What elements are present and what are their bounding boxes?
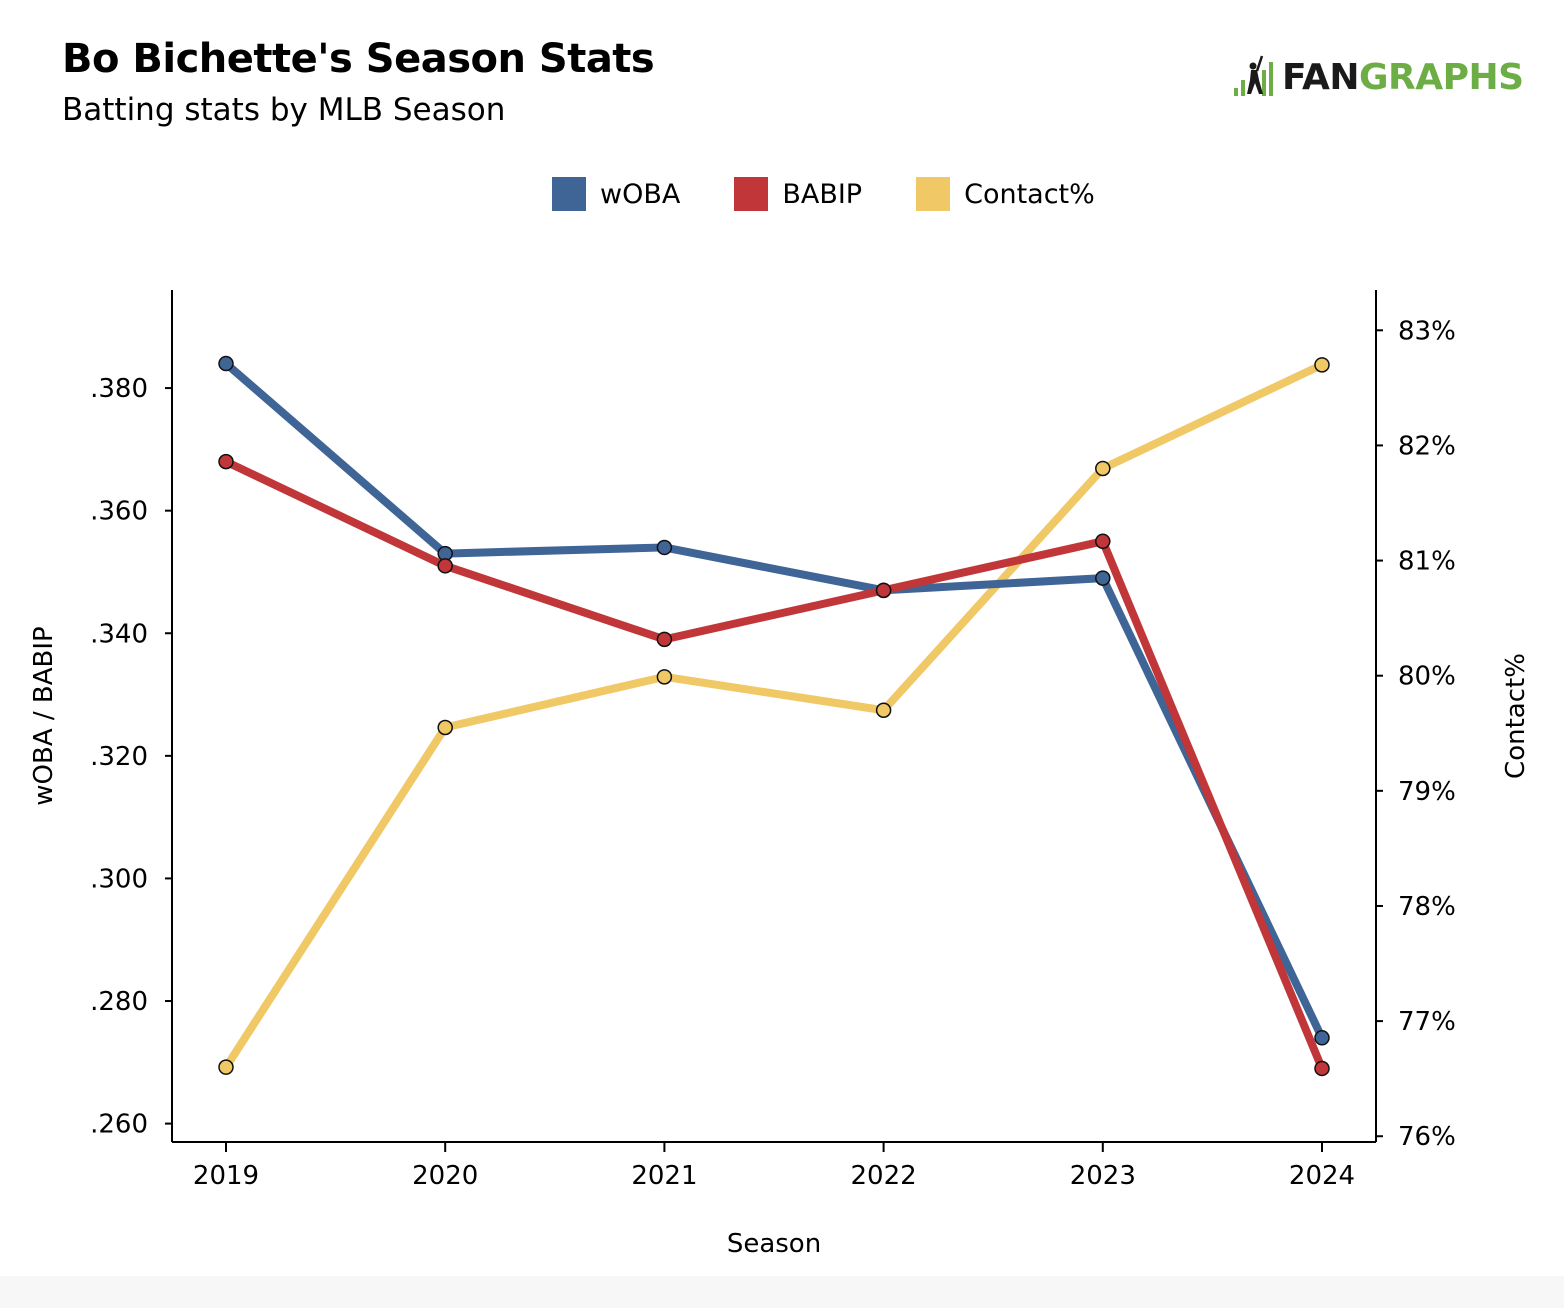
- chart-legend: wOBA BABIP Contact%: [552, 174, 1149, 214]
- x-tick-label: 2023: [1070, 1161, 1136, 1191]
- data-point-contact: [437, 719, 453, 736]
- data-point-contact: [656, 669, 673, 685]
- legend-label-babip: BABIP: [782, 178, 863, 210]
- y-right-tick-label: 77%: [1398, 1007, 1456, 1037]
- legend-swatch-woba: [552, 177, 586, 211]
- data-point-babip: [1314, 1060, 1330, 1077]
- y-right-tick-label: 79%: [1398, 777, 1456, 807]
- series-line-babip: [222, 457, 1326, 1073]
- y-right-tick-label: 78%: [1398, 892, 1456, 922]
- data-point-woba: [218, 355, 234, 372]
- y-left-tick-label: .300: [90, 864, 148, 894]
- fangraphs-batter-logo-icon: [1234, 55, 1273, 96]
- x-tick-label: 2019: [193, 1161, 259, 1191]
- logo-text-fan: FAN: [1282, 56, 1359, 98]
- y-right-tick-label: 76%: [1398, 1122, 1456, 1152]
- y-left-tick-label: .340: [90, 619, 148, 649]
- y-left-tick-label: .360: [90, 497, 148, 527]
- x-tick-label: 2021: [631, 1161, 697, 1191]
- y-right-tick-label: 80%: [1398, 662, 1456, 692]
- y-right-tick-label: 81%: [1398, 547, 1456, 577]
- y-left-tick-label: .260: [90, 1110, 148, 1140]
- series-line-contact: [222, 360, 1326, 1072]
- legend-label-woba: wOBA: [600, 178, 681, 210]
- data-point-woba: [1095, 570, 1111, 586]
- x-tick-label: 2022: [851, 1161, 917, 1191]
- legend-label-contact: Contact%: [964, 178, 1095, 210]
- data-point-contact: [1314, 357, 1330, 373]
- x-tick-label: 2024: [1289, 1161, 1355, 1191]
- data-point-contact: [218, 1059, 234, 1075]
- y-left-tick-label: .280: [90, 987, 148, 1017]
- series-line-woba: [222, 359, 1326, 1042]
- data-point-babip: [218, 453, 234, 470]
- legend-swatch-contact: [916, 177, 951, 211]
- data-point-contact: [875, 702, 892, 718]
- legend-item-contact: Contact%: [916, 177, 1095, 211]
- y-left-axis-title: wOBA / BABIP: [29, 626, 59, 805]
- y-right-tick-label: 83%: [1398, 316, 1456, 346]
- logo-text-graphs: GRAPHS: [1358, 56, 1524, 98]
- y-right-tick-label: 82%: [1398, 431, 1456, 461]
- data-point-babip: [1095, 533, 1111, 550]
- fangraphs-logo: FANGRAPHS: [1232, 54, 1524, 100]
- data-point-woba: [1314, 1030, 1330, 1046]
- chart-title: Bo Bichette's Season Stats: [62, 36, 655, 82]
- y-right-axis-title: Contact%: [1501, 653, 1531, 779]
- data-point-contact: [1095, 460, 1111, 477]
- legend-item-babip: BABIP: [734, 177, 862, 211]
- y-left-tick-label: .380: [90, 374, 148, 404]
- data-point-babip: [875, 582, 892, 599]
- x-axis-title: Season: [727, 1229, 821, 1259]
- chart-subtitle: Batting stats by MLB Season: [62, 92, 506, 128]
- x-tick-label: 2020: [412, 1161, 478, 1191]
- legend-swatch-babip: [734, 177, 769, 211]
- data-point-woba: [656, 539, 673, 556]
- y-left-tick-label: .320: [90, 742, 148, 772]
- legend-item-woba: wOBA: [552, 177, 680, 211]
- footer-band: [0, 1276, 1564, 1308]
- data-point-babip: [437, 558, 453, 574]
- data-point-babip: [656, 631, 673, 648]
